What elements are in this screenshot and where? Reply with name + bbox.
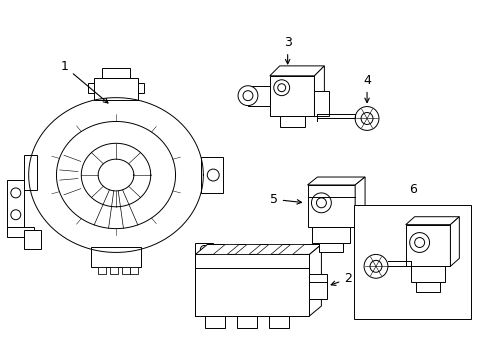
- Polygon shape: [196, 243, 213, 257]
- Polygon shape: [355, 177, 365, 227]
- Polygon shape: [315, 91, 329, 116]
- Text: 3: 3: [284, 36, 292, 64]
- Circle shape: [207, 169, 219, 181]
- Polygon shape: [406, 225, 450, 266]
- Polygon shape: [7, 227, 34, 237]
- Text: 6: 6: [409, 183, 416, 196]
- Circle shape: [11, 210, 21, 220]
- Polygon shape: [237, 316, 257, 328]
- Circle shape: [274, 80, 290, 96]
- Polygon shape: [24, 155, 37, 190]
- Polygon shape: [416, 282, 441, 292]
- Polygon shape: [280, 116, 305, 127]
- Polygon shape: [310, 244, 321, 316]
- Polygon shape: [88, 83, 94, 93]
- Polygon shape: [196, 255, 310, 316]
- Circle shape: [11, 188, 21, 198]
- Polygon shape: [138, 83, 144, 93]
- Circle shape: [238, 86, 258, 105]
- Polygon shape: [308, 177, 365, 185]
- Polygon shape: [310, 274, 327, 299]
- Circle shape: [361, 113, 373, 125]
- Polygon shape: [248, 86, 270, 105]
- Polygon shape: [102, 68, 130, 78]
- Polygon shape: [110, 267, 118, 274]
- Circle shape: [243, 91, 253, 100]
- Circle shape: [364, 255, 388, 278]
- Polygon shape: [270, 76, 315, 116]
- Polygon shape: [308, 185, 355, 227]
- Circle shape: [355, 107, 379, 130]
- Polygon shape: [269, 316, 289, 328]
- Polygon shape: [450, 217, 459, 266]
- Text: 5: 5: [270, 193, 301, 206]
- Polygon shape: [406, 217, 459, 225]
- Text: 2: 2: [331, 272, 352, 285]
- Polygon shape: [7, 180, 24, 227]
- Circle shape: [312, 193, 331, 213]
- Circle shape: [278, 84, 286, 92]
- Polygon shape: [279, 244, 305, 255]
- Polygon shape: [24, 230, 41, 249]
- Circle shape: [200, 246, 208, 253]
- Polygon shape: [130, 267, 138, 274]
- Polygon shape: [94, 78, 138, 100]
- Polygon shape: [411, 266, 445, 282]
- Polygon shape: [213, 244, 239, 255]
- Polygon shape: [201, 157, 223, 193]
- Polygon shape: [319, 243, 343, 252]
- Polygon shape: [98, 267, 106, 274]
- Polygon shape: [270, 66, 324, 76]
- Polygon shape: [313, 227, 350, 243]
- Circle shape: [415, 238, 425, 247]
- Polygon shape: [91, 247, 141, 267]
- Polygon shape: [205, 316, 225, 328]
- Polygon shape: [196, 244, 321, 255]
- Polygon shape: [354, 205, 471, 319]
- Circle shape: [317, 198, 326, 208]
- Text: 1: 1: [60, 60, 108, 103]
- Polygon shape: [235, 244, 261, 255]
- Polygon shape: [122, 267, 130, 274]
- Text: 4: 4: [363, 74, 371, 103]
- Polygon shape: [315, 66, 324, 116]
- Circle shape: [410, 233, 430, 252]
- Polygon shape: [257, 244, 283, 255]
- Circle shape: [370, 260, 382, 272]
